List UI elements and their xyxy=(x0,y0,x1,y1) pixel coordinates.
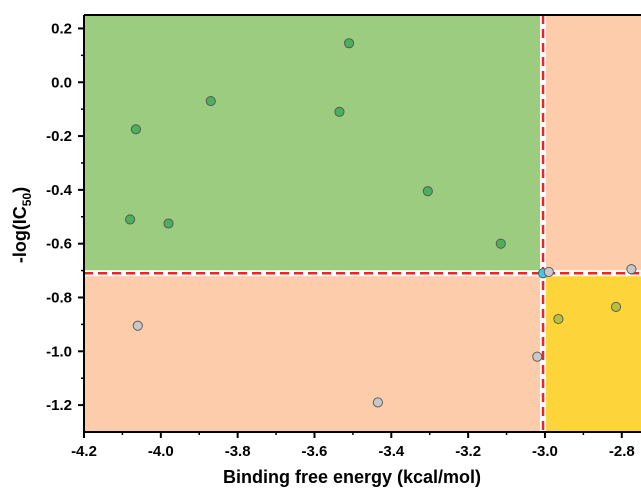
data-point-16 xyxy=(610,301,622,312)
y-tick-label: -0.2 xyxy=(46,128,72,145)
data-points xyxy=(125,38,637,408)
data-point-13 xyxy=(372,397,383,408)
data-point-8 xyxy=(495,238,506,249)
y-axis-title-suffix: ) xyxy=(10,187,30,193)
data-point-4 xyxy=(205,96,216,107)
x-tick-label: -4.0 xyxy=(148,443,174,460)
data-point-7 xyxy=(422,186,433,197)
y-tick-label: -1.2 xyxy=(46,397,72,414)
data-point-14 xyxy=(532,351,543,362)
data-point-10 xyxy=(543,266,554,277)
data-point-1 xyxy=(125,214,136,225)
x-tick-label: -3.2 xyxy=(455,443,481,460)
axes: -4.2 -4.0 -3.8 -3.6 -3.4 -3.2 -3.0 -2.8 0.2 0.0 -0… xyxy=(46,14,641,460)
y-tick-label: -0.6 xyxy=(46,236,72,253)
y-axis-title: -log(IC50) xyxy=(10,187,34,263)
data-point-5 xyxy=(334,106,345,117)
x-tick-label: -3.4 xyxy=(378,443,405,460)
y-tick-label: 0.0 xyxy=(51,74,72,91)
y-tick-label: -0.8 xyxy=(46,289,72,306)
x-axis-title: Binding free energy (kcal/mol) xyxy=(223,467,481,487)
region-upper-right xyxy=(543,15,641,274)
x-tick-label: -3.8 xyxy=(225,443,251,460)
y-axis-title-subscript: 50 xyxy=(20,193,34,207)
region-upper-left xyxy=(84,15,544,274)
data-point-3 xyxy=(163,218,174,229)
quadrant-regions xyxy=(84,15,641,432)
region-lower-left xyxy=(84,273,544,432)
y-tick-label: -1.0 xyxy=(46,343,72,360)
y-axis-title-prefix: -log(IC xyxy=(10,206,30,263)
y-tick-label: 0.2 xyxy=(51,20,72,37)
region-lower-right xyxy=(543,273,641,432)
x-tick-label: -3.6 xyxy=(302,443,328,460)
x-tick-label: -3.0 xyxy=(532,443,558,460)
data-point-2 xyxy=(130,124,141,135)
x-tick-label: -4.2 xyxy=(71,443,97,460)
y-tick-label: -0.4 xyxy=(46,182,73,199)
data-point-15 xyxy=(553,313,564,325)
data-point-11 xyxy=(626,264,637,275)
data-point-6 xyxy=(344,38,355,49)
x-tick-label: -2.8 xyxy=(609,443,635,460)
data-point-12 xyxy=(132,320,143,331)
